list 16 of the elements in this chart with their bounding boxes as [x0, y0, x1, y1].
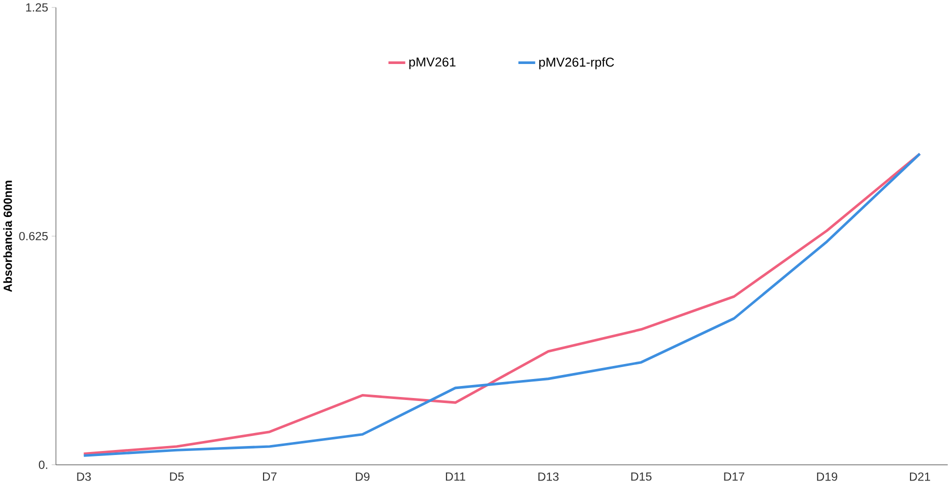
y-tick-label: 0.625 — [19, 232, 48, 240]
y-axis-title: Absorbancia 600nm — [3, 180, 12, 292]
x-tick-label: D13 — [538, 472, 559, 481]
x-tick-label: D7 — [263, 472, 277, 481]
x-tick-label: D11 — [446, 472, 466, 481]
legend-label: pMV261-rpfC — [539, 57, 614, 70]
y-tick-label: 1.25 — [26, 3, 48, 12]
legend-label: pMV261 — [409, 57, 456, 70]
x-tick-label: D9 — [356, 472, 370, 481]
y-tick-label: 0. — [38, 460, 48, 469]
x-tick-label: D17 — [724, 472, 744, 481]
x-tick-label: D21 — [910, 472, 930, 481]
x-tick-label: D15 — [631, 472, 652, 481]
x-tick-label: D5 — [170, 472, 184, 481]
x-tick-label: D3 — [77, 472, 91, 481]
x-tick-label: D19 — [817, 472, 838, 481]
